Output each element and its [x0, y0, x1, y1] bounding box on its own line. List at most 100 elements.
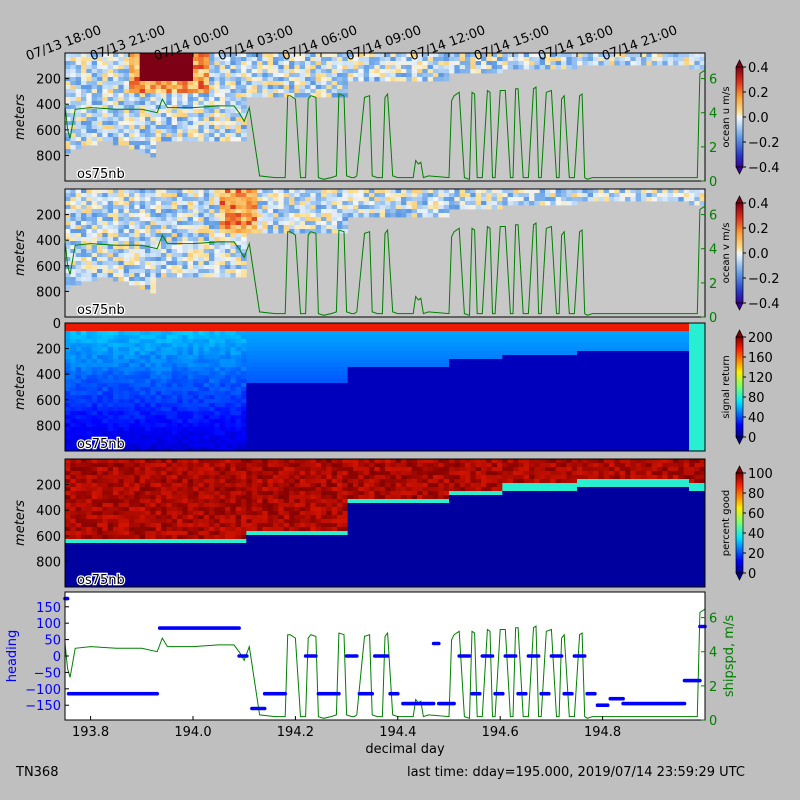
heatmap-cell: [326, 323, 333, 328]
heatmap-cell: [262, 423, 269, 428]
heatmap-cell: [145, 265, 151, 270]
heatmap-cell: [182, 391, 189, 396]
heatmap-cell: [91, 105, 98, 110]
heatmap-cell: [353, 323, 359, 328]
heatmap-cell: [97, 61, 103, 66]
heatmap-cell: [198, 359, 205, 364]
heatmap-cell: [454, 69, 461, 74]
heatmap-cell: [651, 53, 658, 58]
heatmap-cell: [145, 105, 151, 110]
heatmap-cell: [251, 197, 258, 202]
heatmap-cell: [198, 237, 205, 242]
heatmap-cell: [363, 407, 370, 412]
heatmap-cell: [203, 137, 210, 142]
heatmap-cell: [102, 133, 109, 138]
heatmap-cell: [241, 113, 247, 118]
heatmap-cell: [470, 69, 477, 74]
heatmap-cell: [171, 209, 178, 214]
heatmap-cell: [646, 57, 653, 62]
heatmap-cell: [219, 61, 226, 66]
heatmap-cell: [97, 343, 103, 348]
heatmap-cell: [134, 265, 141, 270]
heatmap-cell: [129, 133, 135, 138]
heatmap-cell: [203, 371, 210, 376]
heatmap-cell: [113, 85, 119, 90]
heatmap-cell: [262, 411, 269, 416]
heatmap-cell: [118, 427, 125, 432]
heatmap-cell: [433, 355, 439, 360]
heatmap-cell: [182, 69, 189, 74]
heatmap-cell: [358, 189, 365, 194]
ship-speed-line: [64, 69, 706, 180]
heatmap-cell: [139, 265, 146, 270]
heatmap-cell: [166, 407, 173, 412]
heatmap-cell: [203, 347, 210, 352]
heatmap-cell: [145, 77, 151, 82]
heatmap-cell: [379, 77, 386, 82]
heatmap-cell: [241, 69, 247, 74]
heatmap-cell: [241, 439, 247, 444]
heatmap-cell: [193, 229, 199, 234]
heatmap-cell: [65, 395, 71, 400]
heatmap-cell: [401, 359, 407, 364]
heatmap-cell: [86, 269, 93, 274]
heatmap-cell: [214, 245, 221, 250]
heatmap-cell: [145, 399, 151, 404]
heatmap-cell: [150, 193, 157, 198]
heatmap-cell: [145, 101, 151, 106]
heatmap-cell: [86, 201, 93, 206]
heatmap-cell: [129, 113, 135, 118]
heatmap-cell: [118, 363, 125, 368]
heatmap-cell: [593, 197, 599, 202]
heatmap-cell: [289, 351, 295, 356]
heatmap-cell: [438, 335, 445, 340]
heatmap-cell: [209, 343, 215, 348]
heatmap-cell: [193, 407, 199, 412]
heatmap-cell: [129, 277, 135, 282]
heatmap-cell: [102, 65, 109, 70]
heatmap-cell: [315, 343, 322, 348]
heatmap-cell: [385, 213, 391, 218]
heatmap-cell: [571, 189, 578, 194]
heatmap-cell: [155, 201, 162, 206]
heatmap-cell: [145, 229, 151, 234]
heatmap-cell: [171, 69, 178, 74]
heatmap-cell: [305, 85, 311, 90]
heatmap-cell: [155, 411, 162, 416]
heatmap-cell: [118, 407, 125, 412]
heatmap-cell: [65, 285, 71, 290]
heatmap-cell: [187, 193, 194, 198]
heatmap-cell: [598, 57, 605, 62]
heatmap-cell: [347, 209, 354, 214]
heatmap-cell: [187, 253, 194, 258]
heatmap-cell: [299, 217, 306, 222]
heatmap-cell: [342, 193, 349, 198]
heatmap-cell: [139, 85, 146, 90]
heatmap-cell: [81, 375, 87, 380]
heatmap-cell: [139, 125, 146, 130]
heatmap-cell: [411, 423, 418, 428]
heatmap-cell: [203, 81, 210, 86]
heatmap-cell: [555, 201, 562, 206]
heatmap-cell: [235, 217, 242, 222]
heatmap-cell: [385, 73, 391, 78]
heatmap-cell: [294, 415, 301, 420]
heatmap-cell: [427, 65, 434, 70]
heatmap-cell: [401, 383, 407, 388]
heatmap-cell: [358, 419, 365, 424]
heatmap-cell: [374, 423, 381, 428]
heatmap-cell: [369, 439, 375, 444]
heatmap-cell: [219, 411, 226, 416]
heatmap-cell: [241, 339, 247, 344]
heatmap-cell: [171, 85, 178, 90]
heatmap-cell: [283, 205, 290, 210]
heatmap-cell: [113, 137, 119, 142]
heatmap-cell: [177, 201, 183, 206]
heatmap-cell: [246, 423, 253, 428]
heatmap-cell: [299, 351, 306, 356]
heatmap-cell: [134, 359, 141, 364]
heatmap-cell: [379, 65, 386, 70]
heatmap-cell: [193, 213, 199, 218]
heatmap-cell: [539, 65, 546, 70]
heatmap-cell: [70, 141, 77, 146]
